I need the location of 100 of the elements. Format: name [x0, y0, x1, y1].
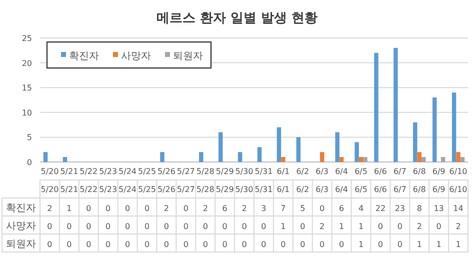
bar [456, 152, 460, 162]
category-label: 6/10 [449, 185, 468, 194]
data-label: 6 [222, 204, 228, 213]
data-label: 0 [222, 222, 228, 231]
data-label: 0 [86, 222, 92, 231]
data-label: 0 [320, 204, 325, 213]
category-label: 5/30 [235, 185, 254, 194]
bar [43, 152, 48, 162]
text: 사망자 [6, 221, 36, 232]
bar [339, 157, 344, 162]
data-label: 14 [453, 204, 464, 213]
legend-label: 사망자 [121, 51, 151, 62]
data-label: 0 [300, 222, 306, 231]
x-tick-label: 6/9 [432, 167, 446, 176]
x-tick-label: 5/23 [99, 167, 118, 176]
category-label: 5/23 [99, 185, 118, 194]
data-label: 1 [280, 222, 286, 231]
data-label: 0 [300, 240, 306, 249]
data-label: 0 [320, 240, 325, 249]
data-label: 0 [164, 240, 169, 249]
data-label: 2 [456, 222, 461, 231]
data-label: 0 [378, 222, 383, 231]
category-label: 5/28 [196, 185, 214, 194]
data-label: 0 [280, 240, 286, 249]
data-label: 0 [106, 222, 111, 231]
category-label: 6/1 [276, 185, 290, 194]
legend-label: 확진자 [69, 51, 99, 62]
bar [218, 132, 223, 162]
x-tick-label: 6/8 [412, 167, 426, 176]
data-label: 0 [261, 222, 266, 231]
bar [374, 52, 378, 162]
data-label: 0 [183, 240, 188, 249]
data-label: 0 [144, 240, 150, 249]
data-label: 7 [280, 204, 286, 213]
category-label: 6/2 [296, 185, 310, 194]
bar [354, 142, 359, 162]
data-label: 0 [397, 240, 402, 249]
bar [62, 157, 68, 162]
data-label: 0 [125, 240, 130, 249]
data-label: 0 [261, 240, 266, 249]
data-label: 1 [66, 204, 72, 213]
bar [335, 132, 340, 162]
x-tick-label: 6/3 [316, 167, 329, 176]
category-label: 6/4 [335, 185, 348, 194]
x-tick-label: 5/21 [60, 167, 78, 176]
x-tick-label: 6/7 [393, 167, 406, 176]
data-label: 0 [164, 222, 169, 231]
category-label: 6/9 [432, 185, 446, 194]
bar [417, 152, 422, 162]
category-label: 5/25 [138, 185, 156, 194]
data-label: 2 [242, 204, 247, 213]
x-tick-label: 6/2 [296, 167, 310, 176]
category-label: 6/8 [412, 185, 426, 194]
data-label: 23 [394, 204, 406, 213]
data-label: 8 [416, 204, 422, 213]
bar [238, 152, 242, 162]
data-label: 2 [416, 222, 422, 231]
y-tick-label: 10 [22, 108, 32, 118]
data-label: 0 [183, 204, 188, 213]
data-label: 3 [261, 204, 266, 213]
data-label: 0 [106, 204, 111, 213]
chart-title: 메르스 환자 일별 발생 현황 [156, 11, 318, 26]
x-tick-label: 6/5 [354, 167, 368, 176]
category-label: 6/5 [354, 185, 368, 194]
x-tick-label: 5/29 [216, 167, 234, 176]
data-label: 13 [434, 204, 444, 213]
category-label: 5/22 [80, 185, 98, 194]
data-label: 1 [436, 240, 442, 249]
data-label: 0 [86, 240, 92, 249]
bar [432, 98, 437, 162]
data-label: 2 [320, 222, 325, 231]
x-tick-label: 5/25 [138, 167, 156, 176]
category-label: 5/21 [60, 185, 78, 194]
data-label: 0 [397, 222, 402, 231]
bar [421, 157, 426, 162]
x-tick-label: 5/31 [254, 167, 273, 176]
category-label: 5/29 [216, 185, 234, 194]
bar [296, 137, 301, 162]
x-tick-label: 5/27 [176, 167, 195, 176]
data-label: 6 [339, 204, 344, 213]
data-label: 2 [164, 204, 169, 213]
data-label: 5 [300, 204, 306, 213]
bar [160, 152, 164, 162]
data-label: 0 [242, 240, 247, 249]
x-tick-label: 5/26 [157, 167, 176, 176]
data-label: 0 [144, 204, 150, 213]
bar [413, 122, 418, 162]
data-label: 0 [202, 240, 208, 249]
data-label: 22 [375, 204, 386, 213]
text: 퇴원자 [6, 239, 36, 250]
x-tick-label: 5/22 [80, 167, 98, 176]
data-label: 0 [242, 222, 247, 231]
category-label: 6/6 [374, 185, 387, 194]
data-label: 0 [125, 222, 130, 231]
bar [281, 157, 286, 162]
bar [276, 127, 282, 162]
x-tick-label: 5/20 [40, 167, 59, 176]
data-label: 0 [183, 222, 188, 231]
bar [358, 157, 364, 162]
bar [257, 147, 262, 162]
